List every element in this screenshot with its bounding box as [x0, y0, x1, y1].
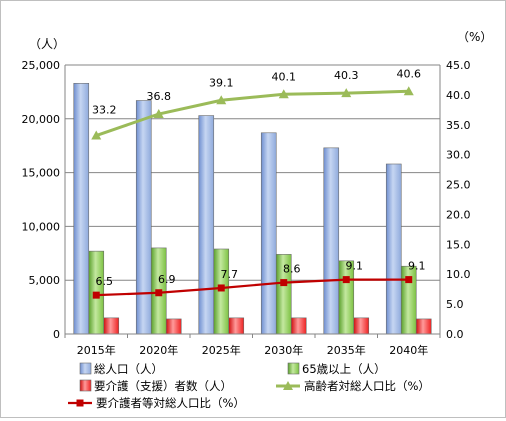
triangle-marker [403, 86, 414, 96]
right-axis-ticks: 0.0 5.0 10.0 15.0 20.0 25.0 30.0 35.0 40.0 45.0 [446, 59, 471, 341]
bars [73, 82, 432, 335]
square-marker [342, 276, 350, 284]
legend-label: 総人口（人） [94, 362, 163, 376]
left-tick-label: 10,000 [22, 220, 61, 233]
bar [198, 115, 215, 335]
square-marker [92, 291, 100, 299]
left-tick-label: 20,000 [22, 113, 61, 126]
left-axis-unit: （人） [29, 37, 65, 51]
right-tick-label: 25.0 [446, 179, 471, 192]
triangle-marker [216, 95, 227, 105]
data-label: 7.7 [221, 268, 239, 281]
data-label: 40.3 [334, 69, 359, 82]
data-labels: 33.2 36.8 39.1 40.1 40.3 40.6 6.5 6.9 7.7 8.6 9.1 9… [92, 67, 426, 288]
right-tick-label: 5.0 [446, 298, 464, 311]
left-tick-label: 25,000 [22, 59, 61, 72]
square-marker [217, 284, 225, 292]
bar [103, 317, 120, 335]
triangle-marker [91, 130, 102, 140]
bar [228, 317, 245, 335]
right-tick-label: 0.0 [446, 328, 464, 341]
data-label: 40.1 [272, 70, 297, 83]
legend: 総人口（人） 65歳以上（人） 要介護（支援）者数（人） 高齢者対総人口比（%） 要介護… [68, 362, 430, 410]
left-tick-label: 15,000 [22, 167, 61, 180]
category-label: 2015年 [77, 343, 116, 357]
legend-marker [283, 381, 293, 390]
right-tick-label: 40.0 [446, 89, 471, 102]
square-marker [280, 279, 288, 287]
left-tick-label: 5,000 [29, 274, 61, 287]
data-label: 8.6 [283, 263, 301, 276]
bar [353, 317, 370, 335]
data-label: 33.2 [92, 104, 117, 117]
data-label: 40.6 [397, 67, 422, 80]
triangle-marker [341, 88, 352, 98]
legend-label: 高齢者対総人口比（%） [304, 379, 430, 393]
data-label: 9.1 [346, 260, 364, 273]
triangle-marker [153, 109, 164, 119]
series-line [96, 278, 409, 297]
bar [260, 132, 277, 335]
lines [91, 86, 414, 299]
legend-label: 65歳以上（人） [302, 362, 386, 376]
right-tick-label: 10.0 [446, 268, 471, 281]
category-label: 2025年 [202, 343, 241, 357]
square-marker [155, 289, 163, 297]
left-axis-ticks: 0 5,000 10,000 15,000 20,000 25,000 [22, 59, 61, 341]
right-tick-label: 35.0 [446, 119, 471, 132]
bar [135, 100, 152, 335]
right-tick-label: 15.0 [446, 238, 471, 251]
data-label: 39.1 [209, 76, 234, 89]
data-label: 6.5 [96, 275, 114, 288]
axes [64, 65, 441, 338]
legend-swatch [287, 362, 300, 375]
category-labels: 2015年 2020年 2025年 2030年 2035年 2040年 [77, 343, 429, 357]
left-tick-label: 0 [53, 328, 60, 341]
bar [73, 82, 90, 335]
legend-label: 要介護（支援）者数（人） [94, 379, 232, 393]
bar [213, 248, 230, 335]
category-label: 2030年 [264, 343, 303, 357]
square-marker [405, 276, 413, 284]
right-tick-label: 45.0 [446, 59, 471, 72]
bar [415, 318, 432, 335]
category-label: 2040年 [389, 343, 428, 357]
category-label: 2020年 [139, 343, 178, 357]
right-tick-label: 20.0 [446, 208, 471, 221]
triangle-marker [278, 89, 289, 99]
data-label: 6.9 [158, 273, 176, 286]
bar [165, 318, 182, 335]
legend-label: 要介護者等対総人口比（%） [96, 396, 245, 410]
data-label: 36.8 [147, 90, 172, 103]
legend-swatch [79, 379, 92, 392]
series-line [95, 89, 409, 137]
bar [385, 163, 402, 335]
legend-swatch [79, 362, 92, 375]
bar [290, 317, 307, 335]
right-axis-unit: （%） [457, 30, 492, 44]
bar [323, 147, 340, 335]
data-label: 9.1 [408, 260, 426, 273]
right-tick-label: 30.0 [446, 149, 471, 162]
category-label: 2035年 [327, 343, 366, 357]
legend-marker [76, 399, 84, 407]
